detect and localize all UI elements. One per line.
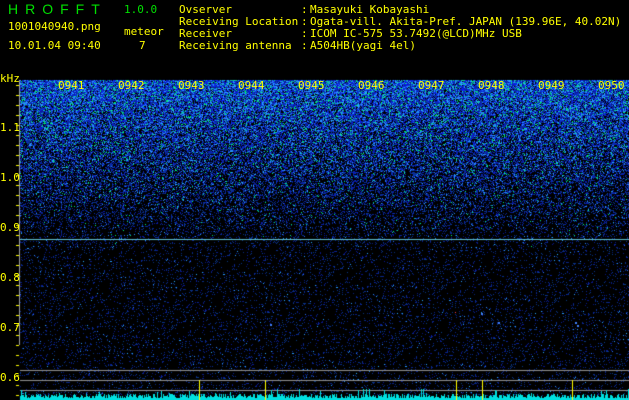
meteor-count: 7 (139, 39, 146, 52)
info-label: Ovserver (179, 3, 232, 16)
info-value: Masayuki Kobayashi (310, 3, 430, 16)
time-tick-label: 0948 (478, 79, 505, 92)
time-tick-label: 0946 (358, 79, 385, 92)
time-tick-label: 0944 (238, 79, 265, 92)
datetime: 10.01.04 09:40 (8, 39, 101, 52)
time-tick-label: 0942 (118, 79, 145, 92)
y-tick-label: 0.9 (0, 221, 20, 234)
info-separator: : (301, 39, 308, 52)
info-value: Ogata-vill. Akita-Pref. JAPAN (139.96E, … (310, 15, 622, 28)
filename: 1001040940.png (8, 20, 101, 33)
app-version: 1.0.0 (124, 3, 158, 16)
y-tick-label: 0.6 (0, 371, 20, 384)
time-tick-label: 0945 (298, 79, 325, 92)
y-tick-label: 0.8 (0, 271, 20, 284)
time-tick-label: 0947 (418, 79, 445, 92)
info-separator: : (301, 3, 308, 16)
y-unit-label: kHz (0, 72, 20, 85)
info-label: Receiving antenna (179, 39, 292, 52)
info-separator: : (301, 27, 308, 40)
time-tick-label: 0943 (178, 79, 205, 92)
time-tick-label: 0950 (598, 79, 625, 92)
info-label: Receiver (179, 27, 232, 40)
info-value: A504HB(yagi 4el) (310, 39, 416, 52)
info-label: Receiving Location (179, 15, 299, 28)
y-tick-label: 1.0 (0, 171, 20, 184)
info-separator: : (301, 15, 308, 28)
app-title: HROFFT (8, 1, 107, 17)
time-tick-label: 0949 (538, 79, 565, 92)
time-tick-label: 0941 (58, 79, 85, 92)
meteor-label: meteor (124, 25, 164, 38)
y-tick-label: 0.7 (0, 321, 20, 334)
info-value: ICOM IC-575 53.7492(@LCD)MHz USB (310, 27, 522, 40)
y-tick-label: 1.1 (0, 121, 20, 134)
